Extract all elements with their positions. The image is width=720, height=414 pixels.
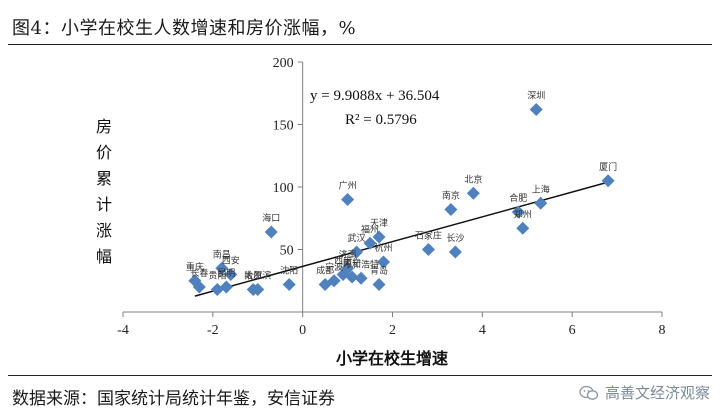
data-point: [318, 278, 332, 291]
watermark-text: 高善文经济观察: [604, 384, 710, 402]
data-point: [350, 245, 364, 259]
point-label: 呼和浩特: [343, 258, 379, 270]
axes-group: -4 -2 0 2 4 6 8 50 100 150 200: [117, 56, 665, 338]
point-label: 福州: [361, 223, 379, 235]
data-point: [601, 174, 615, 188]
data-point: [529, 103, 543, 116]
data-point: [421, 243, 435, 256]
trendline-equation: y = 9.9088x + 36.504: [310, 88, 440, 104]
point-label: 武汉: [348, 232, 366, 244]
point-label: 宁波: [325, 261, 343, 273]
x-tick-label: 8: [659, 323, 666, 338]
x-tick-label: 0: [299, 323, 306, 338]
data-point: [372, 278, 386, 291]
point-label: 贵阳: [208, 270, 226, 282]
y-axis-label-char: 计: [96, 195, 112, 214]
point-label: 西宁: [334, 255, 352, 267]
data-point: [251, 283, 265, 296]
x-tick-label: 2: [389, 323, 396, 338]
data-source: 数据来源：国家统计局统计年鉴，安信证券: [12, 389, 335, 409]
point-label: 深圳: [527, 91, 545, 102]
point-label: 广州: [339, 180, 357, 192]
wechat-icon: [579, 385, 599, 400]
point-label: 昆明: [217, 268, 235, 279]
figure-title: 图4：小学在校生人数增速和房价涨幅，%: [12, 18, 357, 39]
y-axis-label-char: 幅: [96, 247, 112, 266]
point-label: 天津: [370, 218, 388, 229]
data-point: [282, 278, 296, 291]
point-label: 杭州: [375, 242, 393, 254]
point-label: 厦门: [599, 161, 617, 173]
data-point: [363, 236, 377, 250]
data-point: [192, 280, 206, 294]
data-point: [264, 225, 278, 239]
trendline-r2: R² = 0.5796: [345, 112, 417, 128]
point-labels-group: 深圳厦门北京上海南京 合肥郑州长沙石家庄 广州海口天津福州武汉杭州济南西宁宁波 南宁呼…: [186, 91, 617, 282]
point-label: 济南: [339, 248, 357, 260]
point-label: 郑州: [514, 208, 532, 220]
point-label: 南昌: [213, 248, 231, 260]
point-label: 沈阳: [280, 265, 298, 277]
data-point: [377, 255, 391, 269]
data-point: [516, 221, 530, 235]
data-point: [372, 230, 386, 244]
y-tick-label: 200: [273, 56, 294, 71]
y-axis-label-char: 涨: [96, 221, 112, 240]
x-tick-label: -4: [117, 323, 129, 338]
x-tick-label: 4: [479, 323, 486, 338]
point-label: 重庆: [186, 261, 204, 273]
data-point: [511, 205, 525, 219]
data-point: [341, 193, 355, 206]
point-label: 太原: [244, 270, 262, 282]
point-label: 长春: [190, 267, 208, 279]
data-point: [215, 261, 229, 275]
point-label: 南京: [442, 190, 460, 202]
y-axis-label-char: 房: [96, 117, 112, 136]
y-tick-label: 50: [280, 244, 294, 259]
watermark: 高善文经济观察: [579, 382, 710, 403]
point-label: 南宁: [343, 257, 361, 269]
top-rule: [8, 44, 712, 45]
y-tick-label: 150: [273, 119, 294, 134]
point-label: 石家庄: [415, 230, 442, 242]
x-tick-label: 6: [569, 323, 576, 338]
point-label: 上海: [532, 183, 550, 195]
data-point: [345, 270, 359, 284]
point-label: 西安: [222, 255, 240, 267]
data-point: [219, 280, 233, 294]
data-point: [466, 186, 480, 200]
data-point: [354, 271, 368, 285]
y-tick-label: 100: [273, 181, 294, 196]
data-point: [448, 245, 462, 259]
y-axis-label-char: 价: [96, 143, 112, 162]
bottom-rule: [8, 375, 712, 376]
points-group: [188, 103, 615, 296]
data-point: [534, 196, 548, 210]
data-point: [444, 203, 458, 216]
y-axis-label-char: 累: [96, 169, 112, 188]
data-point: [224, 268, 238, 281]
point-label: 合肥: [509, 192, 527, 204]
x-tick-label: -2: [207, 323, 219, 338]
point-label: 北京: [464, 173, 482, 185]
point-label: 青岛: [370, 265, 388, 277]
point-label: 哈尔滨: [244, 270, 271, 282]
point-label: 海口: [262, 212, 280, 224]
point-label: 成都: [316, 265, 334, 277]
x-axis-label: 小学在校生增速: [336, 349, 448, 368]
point-label: 长沙: [446, 232, 464, 244]
